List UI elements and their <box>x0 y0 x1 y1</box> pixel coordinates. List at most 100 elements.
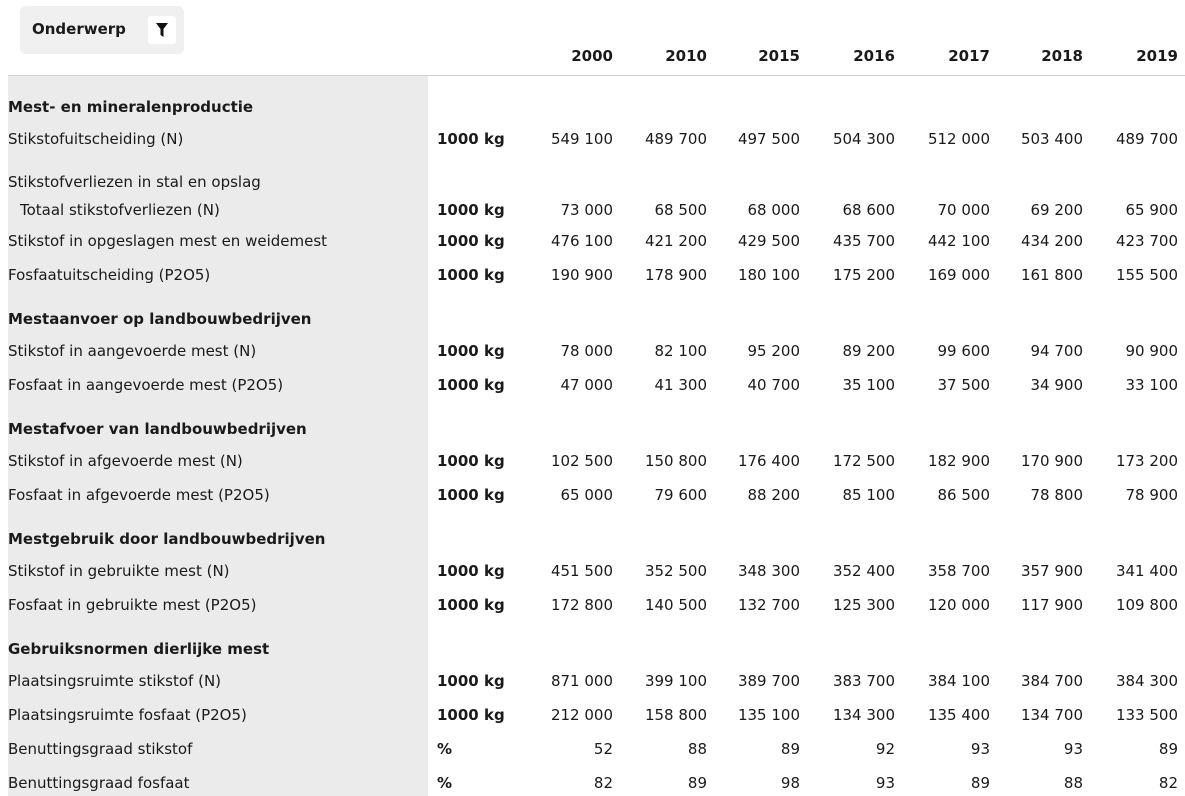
cell: 421 200 <box>644 232 707 250</box>
filter-icon <box>148 16 176 44</box>
cell: 82 100 <box>654 342 708 360</box>
cell: 134 300 <box>832 706 895 724</box>
row-label: Stikstofverliezen in stal en opslag <box>8 173 261 191</box>
cell: 93 <box>875 774 895 792</box>
cell: 102 500 <box>550 452 613 470</box>
cell: 429 500 <box>737 232 800 250</box>
row-unit: 1000 kg <box>437 201 505 219</box>
row-label: Fosfaat in gebruikte mest (P2O5) <box>8 596 257 614</box>
cell: 79 600 <box>654 486 708 504</box>
cell: 68 000 <box>747 201 801 219</box>
cell: 98 <box>780 774 800 792</box>
cell: 109 800 <box>1115 596 1178 614</box>
cell: 89 <box>780 740 800 758</box>
row-label: Fosfaatuitscheiding (P2O5) <box>8 266 211 284</box>
cell: 399 100 <box>644 672 707 690</box>
row-label: Stikstof in gebruikte mest (N) <box>8 562 230 580</box>
row-unit: 1000 kg <box>437 486 505 504</box>
cell: 170 900 <box>1020 452 1083 470</box>
group-title: Mestaanvoer op landbouwbedrijven <box>8 310 312 328</box>
row-label: Fosfaat in aangevoerde mest (P2O5) <box>8 376 284 394</box>
cell: 88 <box>1063 774 1083 792</box>
cell: 434 200 <box>1020 232 1083 250</box>
column-header: 2015 <box>758 47 800 65</box>
row-unit: 1000 kg <box>437 232 505 250</box>
cell: 89 <box>1158 740 1178 758</box>
row-unit: 1000 kg <box>437 672 505 690</box>
filter-label: Onderwerp <box>32 20 126 38</box>
cell: 190 900 <box>550 266 613 284</box>
row-label: Stikstof in aangevoerde mest (N) <box>8 342 257 360</box>
cell: 358 700 <box>927 562 990 580</box>
cell: 117 900 <box>1020 596 1083 614</box>
cell: 82 <box>1158 774 1178 792</box>
cell: 497 500 <box>737 130 800 148</box>
cell: 68 600 <box>842 201 896 219</box>
row-unit: 1000 kg <box>437 342 505 360</box>
filter-button[interactable]: Onderwerp <box>20 6 184 54</box>
column-header: 2010 <box>665 47 707 65</box>
cell: 182 900 <box>927 452 990 470</box>
cell: 384 300 <box>1115 672 1178 690</box>
row-label: Stikstofuitscheiding (N) <box>8 130 184 148</box>
row-unit: 1000 kg <box>437 130 505 148</box>
cell: 82 <box>593 774 613 792</box>
row-label: Stikstof in afgevoerde mest (N) <box>8 452 243 470</box>
cell: 871 000 <box>550 672 613 690</box>
cell: 89 200 <box>842 342 896 360</box>
cell: 35 100 <box>842 376 896 394</box>
row-label: Plaatsingsruimte fosfaat (P2O5) <box>8 706 247 724</box>
cell: 69 200 <box>1030 201 1084 219</box>
cell: 78 800 <box>1030 486 1084 504</box>
row-unit: 1000 kg <box>437 706 505 724</box>
cell: 476 100 <box>550 232 613 250</box>
cell: 68 500 <box>654 201 708 219</box>
row-label: Plaatsingsruimte stikstof (N) <box>8 672 222 690</box>
cell: 180 100 <box>737 266 800 284</box>
row-unit: % <box>437 740 453 758</box>
column-header: 2000 <box>571 47 613 65</box>
cell: 78 000 <box>560 342 614 360</box>
cell: 173 200 <box>1115 452 1178 470</box>
cell: 93 <box>970 740 990 758</box>
row-unit: % <box>437 774 453 792</box>
cell: 120 000 <box>927 596 990 614</box>
cell: 384 100 <box>927 672 990 690</box>
label-column-background <box>8 76 428 796</box>
row-label: Benuttingsgraad stikstof <box>8 740 193 758</box>
cell: 383 700 <box>832 672 895 690</box>
cell: 86 500 <box>937 486 991 504</box>
group-title: Mest- en mineralenproductie <box>8 98 254 116</box>
cell: 357 900 <box>1020 562 1083 580</box>
cell: 352 500 <box>644 562 707 580</box>
group-title: Mestafvoer van landbouwbedrijven <box>8 420 307 438</box>
cell: 140 500 <box>644 596 707 614</box>
cell: 89 <box>970 774 990 792</box>
cell: 132 700 <box>737 596 800 614</box>
cell: 451 500 <box>550 562 613 580</box>
cell: 94 700 <box>1030 342 1084 360</box>
cell: 125 300 <box>832 596 895 614</box>
cell: 65 900 <box>1125 201 1179 219</box>
cell: 93 <box>1063 740 1083 758</box>
cell: 172 500 <box>832 452 895 470</box>
cell: 489 700 <box>1115 130 1178 148</box>
cell: 175 200 <box>832 266 895 284</box>
cell: 47 000 <box>560 376 614 394</box>
cell: 52 <box>593 740 613 758</box>
funnel-icon <box>156 23 168 37</box>
row-label: Benuttingsgraad fosfaat <box>8 774 190 792</box>
cell: 504 300 <box>832 130 895 148</box>
header-separator <box>8 75 1185 76</box>
cell: 549 100 <box>550 130 613 148</box>
column-header: 2017 <box>948 47 990 65</box>
cell: 435 700 <box>832 232 895 250</box>
cell: 150 800 <box>644 452 707 470</box>
cell: 40 700 <box>747 376 801 394</box>
row-unit: 1000 kg <box>437 596 505 614</box>
cell: 95 200 <box>747 342 801 360</box>
cell: 33 100 <box>1125 376 1179 394</box>
cell: 503 400 <box>1020 130 1083 148</box>
cell: 389 700 <box>737 672 800 690</box>
